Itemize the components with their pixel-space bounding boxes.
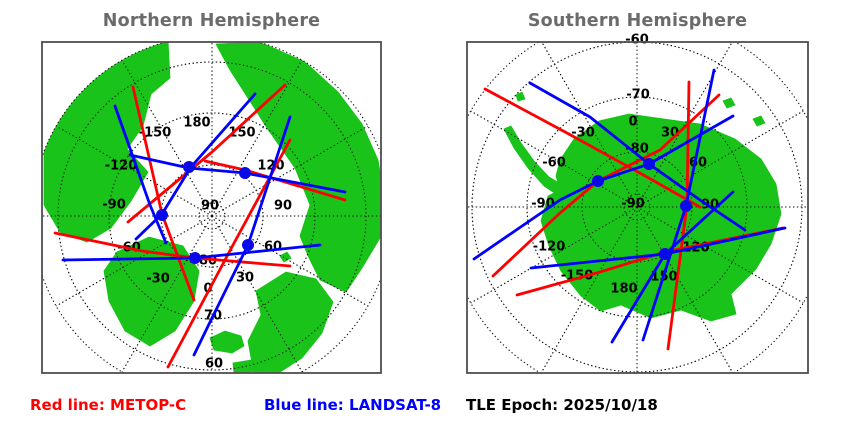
north-longitude-label: -150	[139, 126, 172, 141]
south-satellite-position-dot	[592, 175, 604, 187]
north-longitude-label: 60	[264, 240, 282, 255]
south-longitude-label: -90	[531, 197, 555, 212]
north-longitude-label: 90	[274, 199, 292, 214]
north-metop-c-track	[126, 83, 287, 224]
south-satellite-position-dot	[659, 248, 671, 260]
north-landsat-8-track	[113, 104, 168, 245]
north-graticule-top	[42, 42, 381, 373]
north-latitude-label: 60	[205, 357, 223, 372]
north-longitude-label: 180	[183, 116, 210, 131]
south-longitude-label: 60	[689, 156, 707, 171]
south-map-frame	[466, 41, 809, 374]
north-satellite-position-dot	[156, 209, 168, 221]
south-latitude-label: -60	[625, 33, 649, 48]
north-map-frame	[41, 41, 382, 374]
north-longitude-label: 30	[236, 271, 254, 286]
legend-bar: Red line: METOP-C Blue line: LANDSAT-8 T…	[0, 396, 850, 420]
north-landsat-8-track	[192, 115, 292, 357]
south-satellite-position-dot	[680, 200, 692, 212]
legend-red-metopc: Red line: METOP-C	[30, 396, 187, 414]
legend-blue-landsat8: Blue line: LANDSAT-8	[264, 396, 442, 414]
north-map-title: Northern Hemisphere	[102, 11, 321, 31]
north-satellite-position-dot	[183, 161, 195, 173]
south-latitude-label: -70	[626, 88, 650, 103]
north-satellite-position-dot	[239, 167, 251, 179]
north-longitude-label: -120	[105, 159, 138, 174]
south-map-title: Southern Hemisphere	[527, 11, 748, 31]
north-longitude-label: -30	[146, 272, 170, 287]
south-satellite-position-dot	[643, 158, 655, 170]
south-longitude-label: -60	[542, 156, 566, 171]
south-graticule-top	[467, 42, 808, 373]
north-graticule-labels: 90807060180-150-120-90-60-30030609012015…	[102, 116, 292, 372]
south-longitude-label: 180	[610, 282, 637, 297]
south-longitude-label: 0	[628, 115, 637, 130]
south-longitude-label: -120	[533, 240, 566, 255]
south-latitude-label: -80	[625, 142, 649, 157]
south-latitude-label: -90	[621, 197, 645, 212]
north-satellite-position-dot	[242, 239, 254, 251]
north-metop-c-track	[53, 231, 292, 268]
north-landsat-8-track	[128, 153, 347, 194]
south-longitude-label: -30	[571, 126, 595, 141]
north-satellite-position-dot	[189, 252, 201, 264]
south-map-body	[467, 42, 808, 373]
north-landsat-8-track	[134, 92, 257, 241]
legend-tle-epoch: TLE Epoch: 2025/10/18	[466, 396, 658, 414]
south-metop-c-track	[483, 87, 702, 209]
north-map-body	[42, 42, 381, 373]
north-longitude-label: -90	[102, 198, 126, 213]
north-latitude-label: 90	[201, 199, 219, 214]
